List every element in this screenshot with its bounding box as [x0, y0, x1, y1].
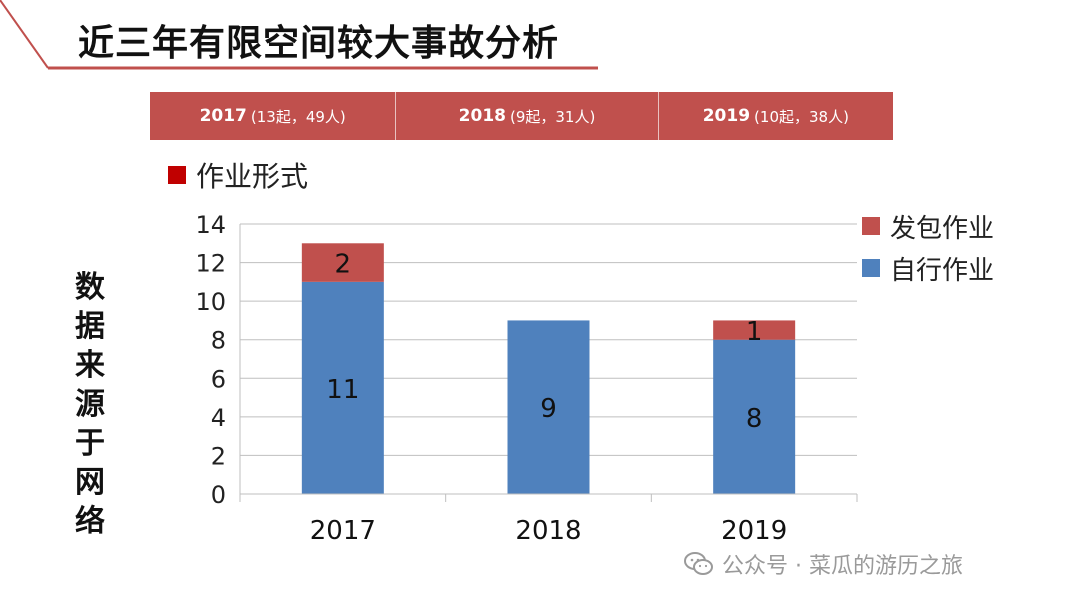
year-detail: (13起，49人) — [250, 107, 346, 126]
data-label: 11 — [326, 375, 359, 405]
bar-segment — [713, 339, 796, 494]
y-tick-label: 12 — [195, 250, 226, 278]
y-tick-label: 4 — [211, 404, 226, 432]
bar-segment — [507, 320, 590, 494]
section-label: 作业形式 — [168, 155, 308, 195]
section-label-text: 作业形式 — [196, 160, 309, 193]
year-summary-2017: 2017 (13起，49人) — [150, 92, 395, 140]
legend-swatch-outsourced — [862, 217, 880, 235]
y-tick-label: 8 — [211, 327, 226, 355]
year-summary-2019: 2019 (10起，38人) — [657, 92, 893, 140]
year-summary-bar: 2017 (13起，49人) 2018 (9起，31人) 2019 (10起，3… — [150, 92, 893, 140]
year-label: 2019 — [702, 106, 751, 126]
bar-segment — [713, 320, 796, 340]
page-title: 近三年有限空间较大事故分析 — [78, 23, 560, 64]
y-tick-label: 6 — [211, 365, 226, 393]
legend-label: 自行作业 — [890, 255, 995, 286]
bar-segment — [301, 281, 384, 494]
title-decoration — [0, 0, 598, 70]
legend-item-self: 自行作业 — [862, 247, 994, 289]
section-bullet-icon — [168, 166, 186, 184]
data-label: 8 — [746, 404, 763, 434]
legend-item-outsourced: 发包作业 — [862, 205, 994, 247]
watermark-text: 公众号 · 菜瓜的游历之旅 — [722, 554, 963, 579]
x-tick-label: 2019 — [721, 516, 787, 546]
y-tick-label: 2 — [211, 442, 226, 470]
y-tick-label: 10 — [195, 288, 226, 316]
x-tick-label: 2017 — [310, 516, 376, 546]
legend-swatch-self — [862, 259, 880, 277]
year-summary-2018: 2018 (9起，31人) — [395, 92, 657, 140]
year-label: 2018 — [458, 106, 506, 126]
legend-label: 发包作业 — [890, 213, 995, 244]
chart-legend: 发包作业 自行作业 — [862, 205, 994, 289]
year-detail: (9起，31人) — [509, 107, 596, 126]
year-detail: (10起，38人) — [754, 107, 849, 126]
watermark: 公众号 · 菜瓜的游历之旅 — [684, 548, 963, 580]
source-note: 数据来源于网络 — [75, 270, 105, 539]
year-label: 2017 — [199, 106, 247, 126]
x-tick-label: 2018 — [515, 516, 581, 546]
data-label: 1 — [746, 317, 763, 347]
wechat-icon — [684, 552, 713, 575]
y-tick-label: 0 — [211, 481, 226, 509]
data-label: 9 — [540, 394, 557, 424]
bar-segment — [301, 243, 384, 282]
data-label: 2 — [335, 250, 352, 280]
y-tick-label: 14 — [195, 211, 226, 239]
